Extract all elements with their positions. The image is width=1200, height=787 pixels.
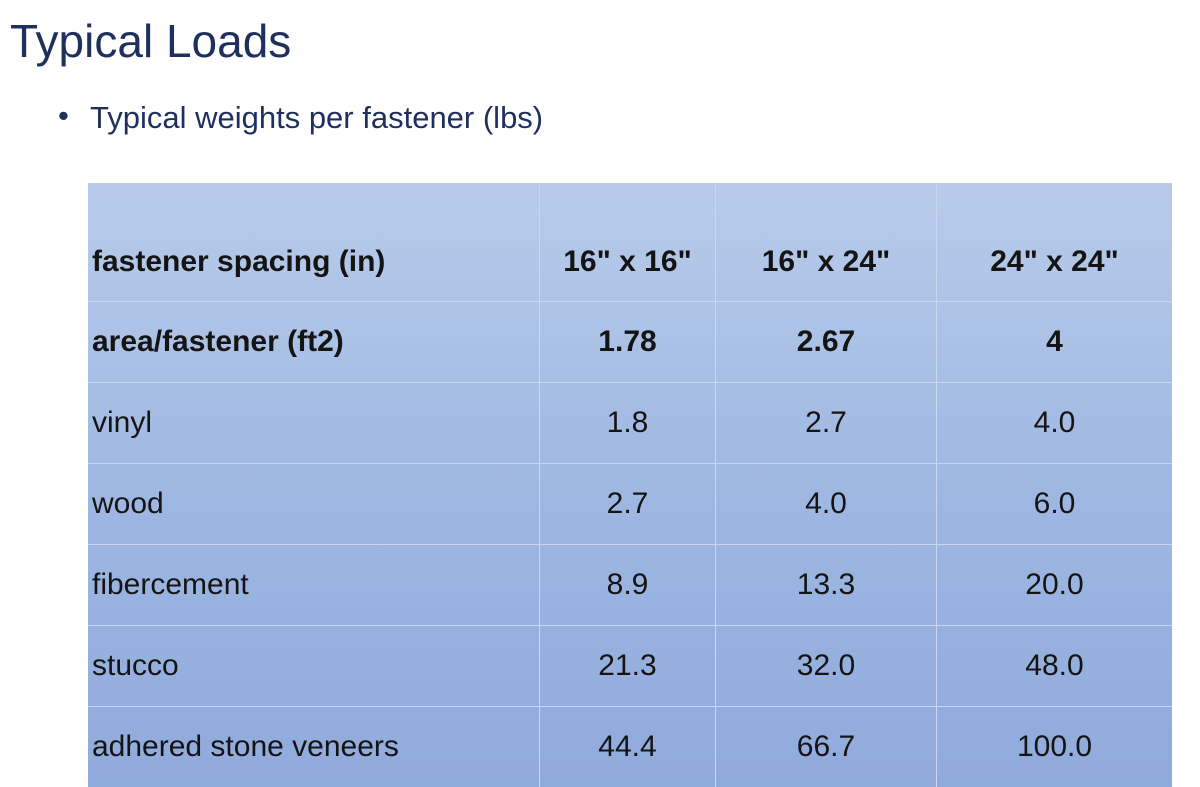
cell: 4.0 [937,383,1173,464]
cell: 6.0 [937,464,1173,545]
header-cell: fastener spacing (in) [88,183,540,302]
row-label: stucco [88,626,540,707]
cell: 21.3 [540,626,716,707]
header-cell: 24" x 24" [937,183,1173,302]
slide-title: Typical Loads [10,14,291,68]
cell: 48.0 [937,626,1173,707]
cell: 2.67 [716,302,937,383]
cell: 2.7 [540,464,716,545]
header-row: fastener spacing (in)16" x 16"16" x 24"2… [88,183,1172,302]
bullet: Typical weights per fastener (lbs) [58,100,543,136]
cell: 13.3 [716,545,937,626]
cell: 32.0 [716,626,937,707]
bullet-list: Typical weights per fastener (lbs) [58,100,543,136]
header-cell: 16" x 24" [716,183,937,302]
header-cell: 16" x 16" [540,183,716,302]
table-body: fastener spacing (in)16" x 16"16" x 24"2… [88,183,1172,787]
cell: 44.4 [540,707,716,787]
row-label: area/fastener (ft2) [88,302,540,383]
row-label: vinyl [88,383,540,464]
row-label: adhered stone veneers [88,707,540,787]
cell: 66.7 [716,707,937,787]
slide: {"title": "Typical Loads", "bullets": ["… [0,0,1200,761]
cell: 20.0 [937,545,1173,626]
cell: 100.0 [937,707,1173,787]
row-label: wood [88,464,540,545]
cell: 4 [937,302,1173,383]
cell: 2.7 [716,383,937,464]
cell: 1.8 [540,383,716,464]
loads-table: fastener spacing (in)16" x 16"16" x 24"2… [88,183,1172,787]
cell: 4.0 [716,464,937,545]
cell: 8.9 [540,545,716,626]
row-label: fibercement [88,545,540,626]
cell: 1.78 [540,302,716,383]
